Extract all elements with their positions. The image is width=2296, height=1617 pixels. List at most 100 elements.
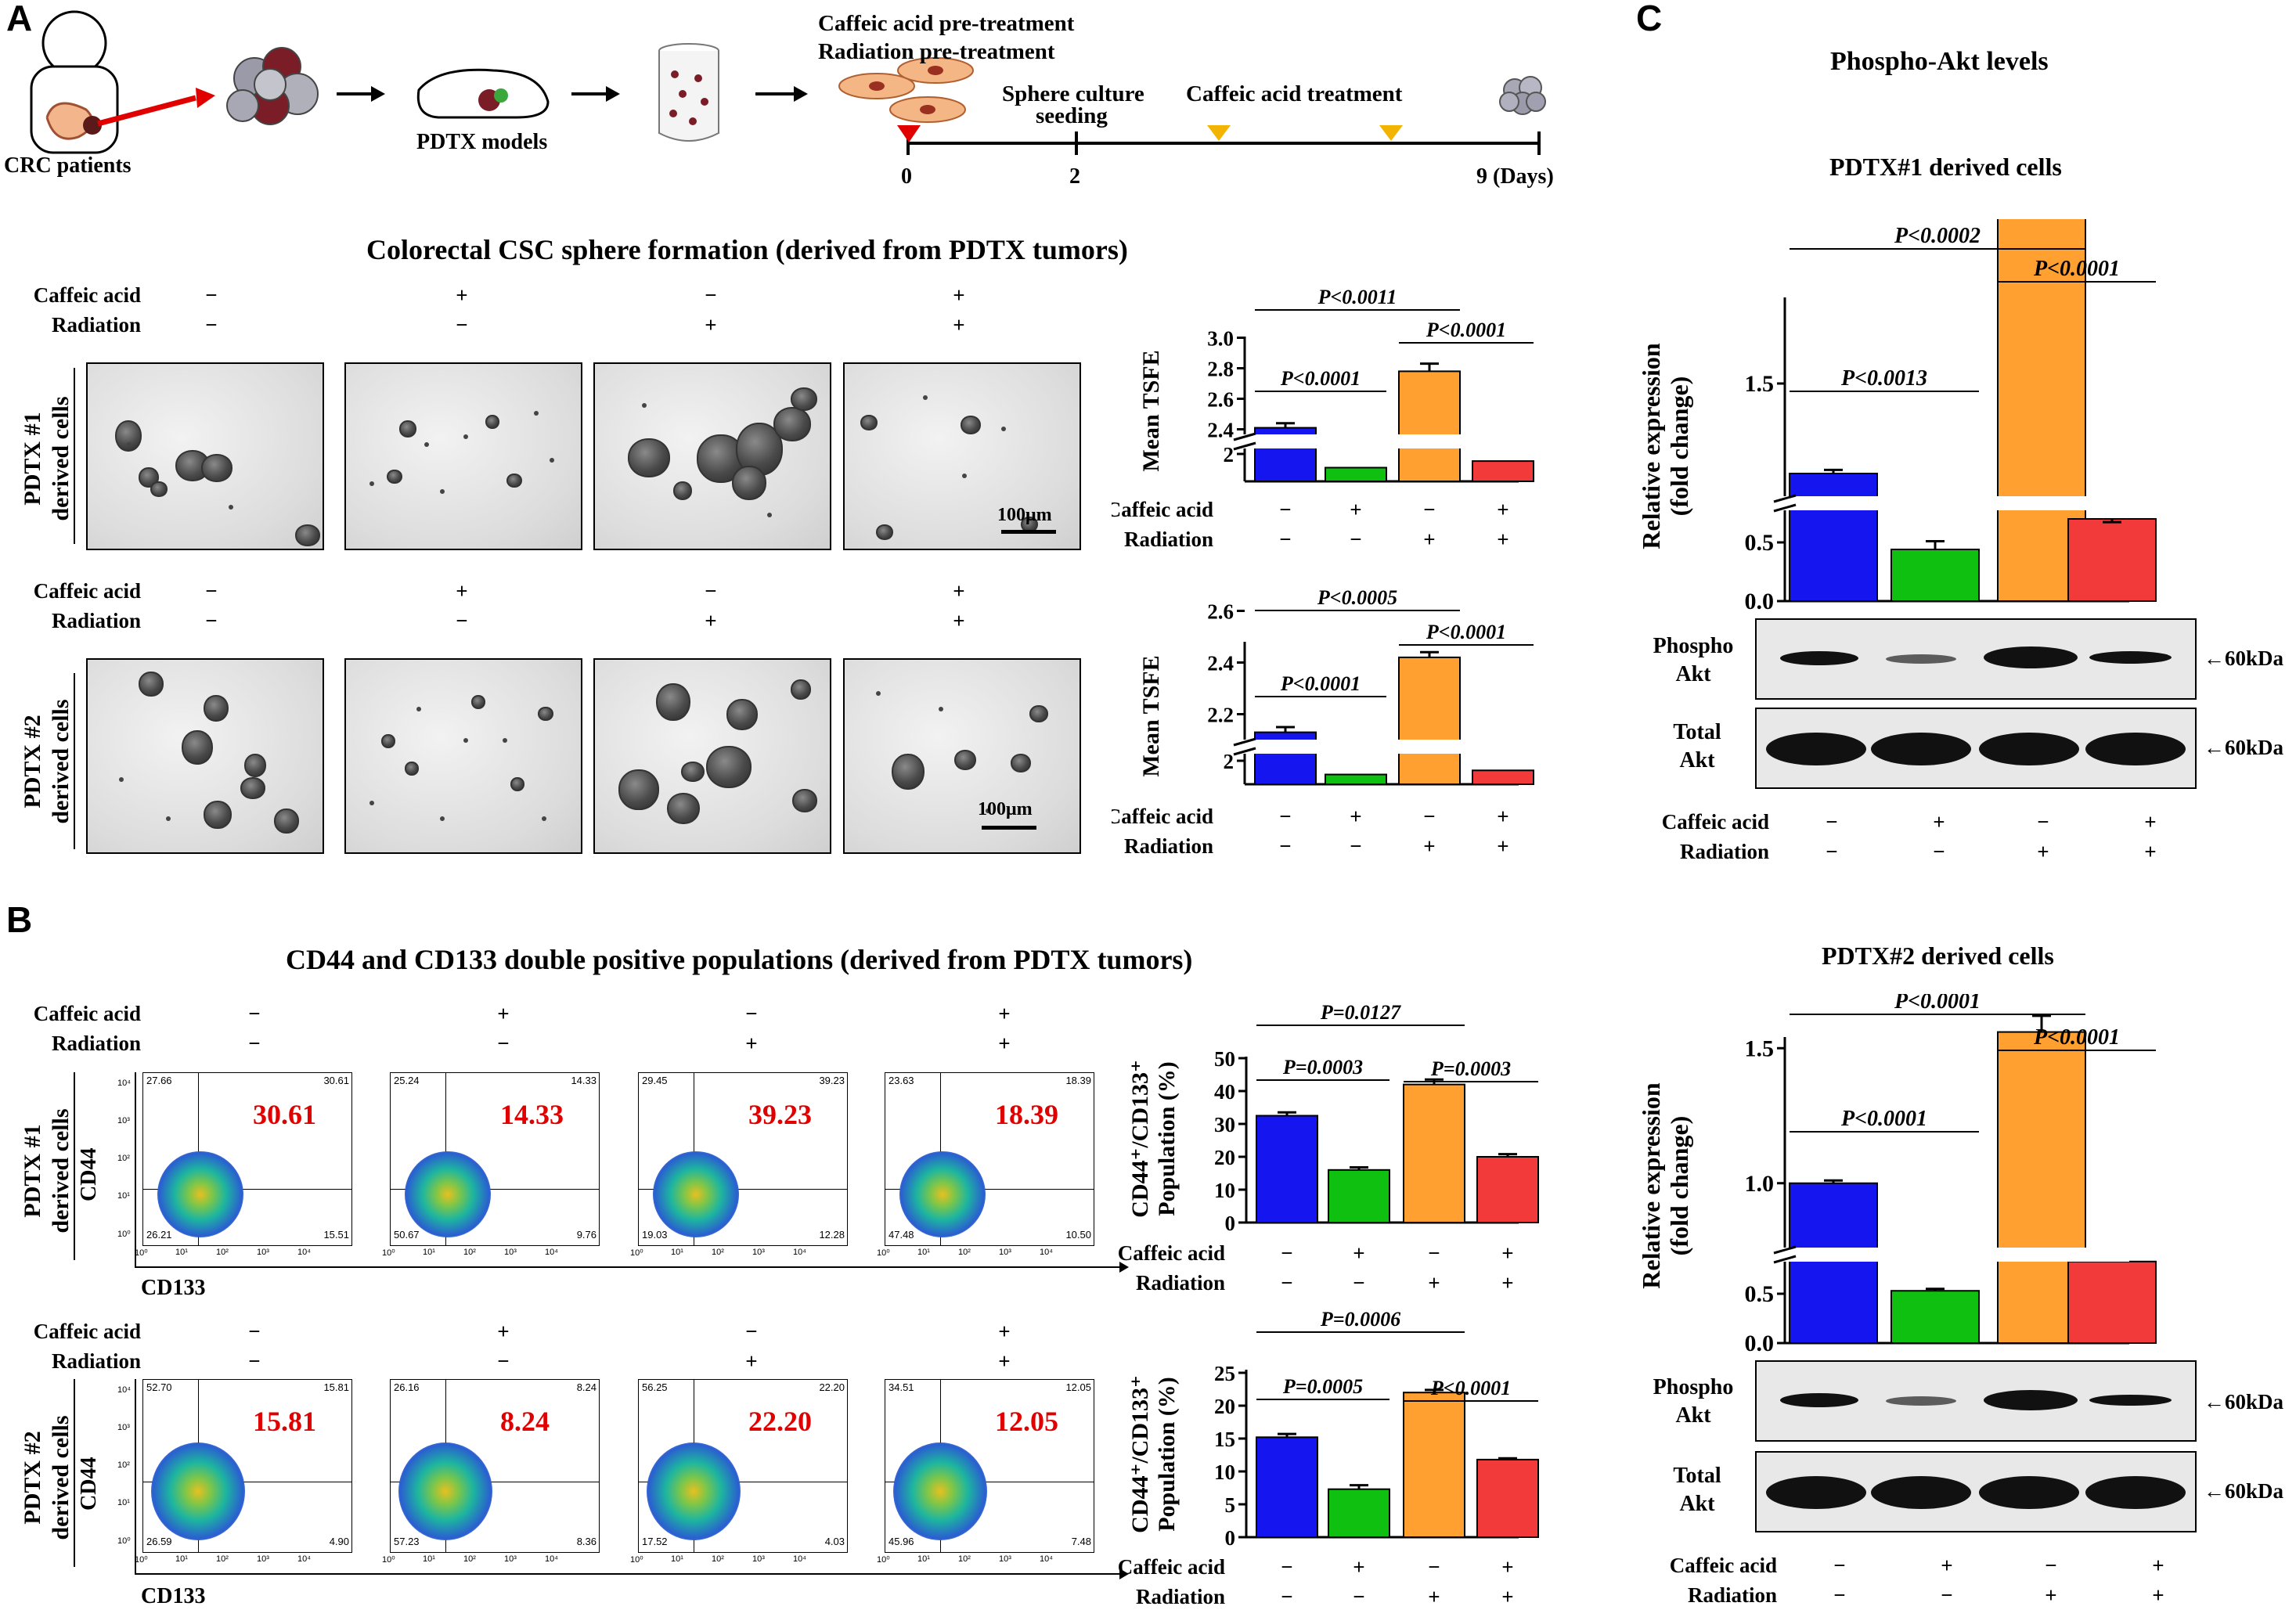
flow-title: CD44 and CD133 double positive populatio… [286, 944, 1193, 975]
flow-plot-row1-2: 25.24 14.33 50.67 9.76 14.33 [390, 1072, 600, 1246]
flow-xtick: 10³ [257, 1554, 269, 1564]
p-value: P<0.0001 [1840, 1107, 1927, 1131]
day2-label: 2 [1069, 164, 1080, 189]
quadrant-bottom-left: 47.48 [888, 1229, 914, 1241]
break-mark [1233, 737, 1256, 747]
flow-xtick: 10¹ [175, 1248, 188, 1257]
flow-ytick: 10³ [117, 1423, 130, 1432]
y-tick-label: 0 [1225, 1526, 1236, 1550]
y-tick-label: 50 [1214, 1047, 1235, 1071]
flow-xtick: 10⁴ [297, 1248, 311, 1257]
blot1-total-label: Total Akt [1673, 720, 1721, 772]
chart-radiation-sign: − [1281, 1585, 1292, 1608]
p-value: P<0.0001 [1426, 319, 1506, 341]
axis-break [1774, 1248, 2129, 1262]
blot2-total [1755, 1451, 2197, 1532]
break-mark [1233, 432, 1256, 441]
quadrant-bottom-right: 15.51 [323, 1229, 349, 1241]
radiation-sign-1: − [205, 609, 218, 632]
chart-caffeic-sign: − [1279, 805, 1291, 828]
sphere-icon [1499, 76, 1546, 115]
quadrant-top-right: 22.20 [819, 1381, 845, 1393]
chart-radiation-sign: − [1353, 1585, 1364, 1608]
y-tick-label: 10 [1214, 1179, 1235, 1202]
flow-xtick: 10⁴ [793, 1248, 806, 1257]
radiation-sign-1: − [1833, 1583, 1846, 1607]
quadrant-bottom-right: 7.48 [1071, 1536, 1091, 1547]
flow-xtick: 10⁰ [630, 1248, 643, 1258]
double-positive-percent: 18.39 [995, 1099, 1058, 1130]
flow-xtick: 10¹ [671, 1554, 683, 1564]
micrograph-r1-c3 [593, 362, 831, 550]
chart-root: 0.00.51.53.0P<0.0013P<0.0001P<0.0002Rela… [1637, 219, 2157, 614]
p-value: P<0.0001 [2033, 257, 2120, 281]
quadrant-bottom-right: 4.03 [824, 1536, 845, 1547]
flow-row2-yaxis [135, 1379, 136, 1575]
chart-caffeic-sign: + [1353, 1241, 1364, 1265]
flow-density-cloud [647, 1442, 741, 1540]
caffeic-sign-3: − [745, 1002, 758, 1025]
flow-xtick: 10⁰ [877, 1248, 890, 1258]
flow-gate-horizontal [885, 1189, 1094, 1190]
cd44-axis-label-1: CD44 [77, 1147, 101, 1201]
y-tick-label: 2.8 [1207, 358, 1234, 381]
flow-xtick: 10⁴ [545, 1248, 558, 1257]
caffeic-sign-4: + [953, 283, 965, 307]
condition-rows-b2: Caffeic acid Radiation − − + − − + + + [0, 1320, 1096, 1382]
radiation-sign-4: + [2144, 840, 2157, 863]
treat-marker-2 [1379, 125, 1403, 141]
chart-radiation-sign: + [1428, 1585, 1440, 1608]
y-tick-label: 25 [1214, 1362, 1235, 1385]
sphere-row1-label: PDTX #1 derived cells [20, 396, 74, 521]
y-tick-label: 2.6 [1207, 388, 1234, 412]
chart-caffeic-sign: + [1350, 805, 1361, 828]
quadrant-bottom-right: 12.28 [819, 1229, 845, 1241]
scale-bar-label-2: 100μm [978, 799, 1033, 819]
radiation-sign-3: + [2045, 1583, 2057, 1607]
quadrant-top-left: 26.16 [394, 1381, 420, 1393]
y-axis-label: Relative expression(fold change) [1637, 343, 1693, 549]
radiation-sign-4: + [998, 1349, 1011, 1373]
chart-caffeic-sign: − [1428, 1555, 1440, 1579]
axis-break [1234, 740, 1519, 754]
flow-xtick: 10² [463, 1554, 476, 1564]
tube-icon [658, 43, 719, 142]
chart-radiation-label: Radiation [1124, 528, 1213, 551]
flow-ytick: 10¹ [117, 1191, 130, 1201]
flow-gate-horizontal [391, 1189, 599, 1190]
flow-plot-row2-1: 52.70 15.81 26.59 4.90 15.81 [142, 1379, 352, 1553]
y-axis-label: CD44⁺/CD133⁺Population (%) [1127, 1375, 1180, 1533]
quadrant-top-left: 25.24 [394, 1075, 420, 1086]
radiation-sign-3: + [2037, 840, 2049, 863]
day0-label: 0 [901, 164, 912, 189]
bar-2 [1325, 466, 1387, 482]
chart-radiation-sign: + [1497, 528, 1508, 551]
y-tick-label: 0 [1225, 1212, 1236, 1235]
blot2-phospho-label: Phospho Akt [1653, 1375, 1734, 1428]
flow-row1-xaxis [135, 1266, 1123, 1268]
chart-caffeic-label: Caffeic acid [1112, 805, 1213, 828]
caffeic-sign-2: + [1941, 1554, 1953, 1577]
break-mark [1233, 441, 1256, 451]
chart-caffeic-label: Caffeic acid [1112, 498, 1213, 521]
radiation-label: Radiation [1687, 1583, 1777, 1607]
flow-xtick: 10⁴ [297, 1554, 311, 1564]
scale-bar-2 [982, 826, 1036, 830]
seeding-label-2: seeding [1036, 103, 1108, 128]
bar-3 [1398, 370, 1461, 483]
flow-density-cloud [398, 1442, 492, 1540]
y-tick-label: 10 [1214, 1460, 1235, 1484]
flow-xtick: 10³ [752, 1248, 765, 1257]
cells-icon [838, 57, 974, 123]
chart-root: 0 5 10 15 20 25 P=0.0005 P<0.0001 P=0.0006 CD44⁺/… [1118, 1308, 1539, 1608]
blot1-total [1755, 708, 2197, 789]
bar-1 [1789, 473, 1878, 602]
cd44-axis-label-2: CD44 [77, 1457, 101, 1511]
quadrant-top-left: 34.51 [888, 1381, 914, 1393]
chart-radiation-sign: + [1501, 1585, 1513, 1608]
break-mark [1233, 747, 1256, 756]
double-positive-percent: 15.81 [253, 1406, 316, 1437]
quadrant-bottom-left: 50.67 [394, 1229, 420, 1241]
quadrant-top-right: 30.61 [323, 1075, 349, 1086]
y-tick-label: 3.0 [1207, 327, 1234, 351]
